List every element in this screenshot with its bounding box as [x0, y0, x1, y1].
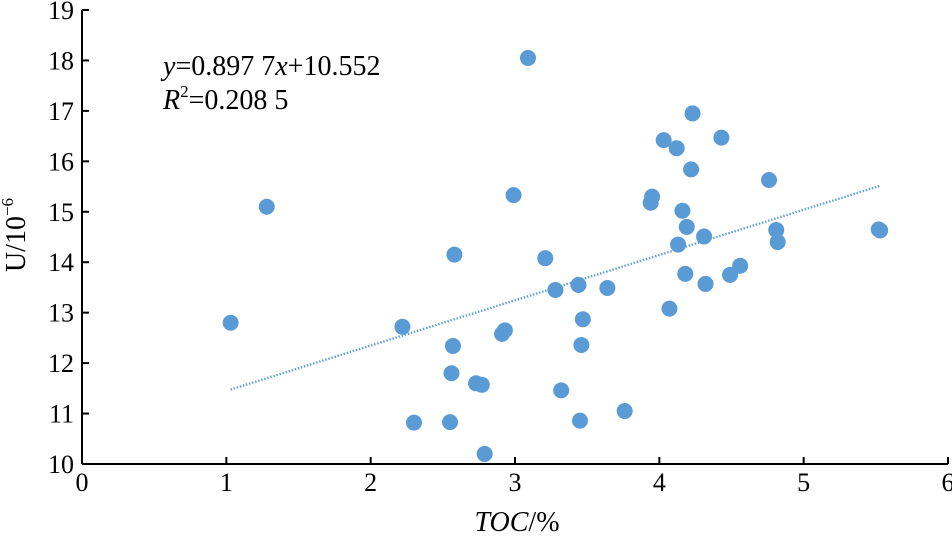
data-point — [599, 279, 616, 296]
x-tick-label: 3 — [509, 468, 522, 497]
data-point — [697, 275, 714, 292]
y-axis-title: U/10−6 — [0, 198, 32, 272]
x-tick-label: 1 — [220, 468, 233, 497]
y-tick-label: 14 — [48, 248, 74, 277]
data-point — [732, 257, 749, 274]
x-tick-label: 0 — [76, 468, 89, 497]
data-point — [668, 140, 685, 157]
y-tick-label: 13 — [48, 299, 74, 328]
data-point — [674, 202, 691, 219]
data-point — [616, 403, 633, 420]
x-tick-label: 5 — [797, 468, 810, 497]
data-point — [683, 161, 700, 178]
data-point — [571, 412, 588, 429]
data-point — [644, 188, 661, 205]
data-point — [443, 365, 460, 382]
data-point — [696, 228, 713, 245]
data-point — [761, 171, 778, 188]
y-tick-label: 17 — [48, 97, 74, 126]
x-tick-label: 4 — [653, 468, 666, 497]
y-tick-label: 16 — [48, 147, 74, 176]
data-point — [570, 276, 587, 293]
data-point — [768, 221, 785, 238]
y-tick-label: 10 — [48, 450, 74, 479]
y-tick-label: 15 — [48, 198, 74, 227]
y-tick-label: 11 — [49, 400, 74, 429]
r-squared-label: R2=0.208 5 — [162, 82, 288, 116]
data-point — [573, 336, 590, 353]
data-point — [442, 414, 459, 431]
data-point — [547, 281, 564, 298]
data-point — [655, 132, 672, 149]
data-points — [222, 49, 889, 462]
data-point — [444, 337, 461, 354]
data-point — [258, 198, 275, 215]
data-point — [769, 234, 786, 251]
data-point — [476, 445, 493, 462]
data-point — [553, 382, 570, 399]
regression-equation: y=0.897 7x+10.552 — [160, 51, 380, 82]
data-point — [661, 300, 678, 317]
data-point — [394, 318, 411, 335]
data-point — [446, 246, 463, 263]
y-tick-label: 12 — [48, 349, 74, 378]
data-point — [677, 265, 694, 282]
data-point — [519, 49, 536, 66]
data-point — [505, 187, 522, 204]
data-point — [473, 376, 490, 393]
data-point — [537, 250, 554, 267]
data-point — [713, 129, 730, 146]
data-point — [574, 311, 591, 328]
data-point — [670, 236, 687, 253]
x-axis-title: TOC/% — [474, 507, 559, 537]
y-tick-label: 18 — [48, 46, 74, 75]
data-point — [684, 105, 701, 122]
data-point — [222, 314, 239, 331]
data-point — [405, 414, 422, 431]
data-point — [872, 222, 889, 239]
data-point — [496, 322, 513, 339]
data-point — [678, 218, 695, 235]
y-tick-label: 19 — [48, 0, 74, 25]
x-tick-label: 2 — [364, 468, 377, 497]
x-tick-label: 6 — [942, 468, 952, 497]
